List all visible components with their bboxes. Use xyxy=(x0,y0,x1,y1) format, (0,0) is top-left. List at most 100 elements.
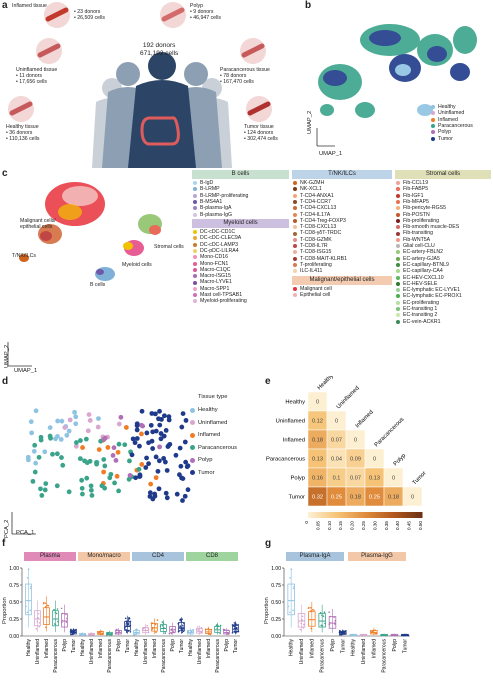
pca-point xyxy=(101,469,107,475)
pca-point xyxy=(148,481,154,487)
heatmap-value: 0.07 xyxy=(350,476,361,482)
pca-point xyxy=(173,452,179,458)
pca-point xyxy=(86,412,92,418)
colorbar-segment xyxy=(389,512,393,518)
colorbar-segment xyxy=(416,512,419,518)
pca-axes xyxy=(11,512,36,535)
cluster-label-bcells: B cells xyxy=(90,282,106,288)
box-point xyxy=(129,631,132,633)
box-point xyxy=(302,623,305,626)
heatmap-col-label: Healthy xyxy=(317,376,335,391)
pca-point xyxy=(116,488,122,494)
legend-dot-uninflamed xyxy=(431,111,435,116)
box-point xyxy=(124,617,127,620)
pca-point xyxy=(157,422,163,428)
box xyxy=(287,583,295,616)
pca-point xyxy=(180,411,186,417)
x-tick-label: Inflamed xyxy=(44,639,50,658)
box xyxy=(232,625,239,633)
box-point xyxy=(47,605,50,607)
box-point xyxy=(196,626,199,628)
box-point xyxy=(127,623,130,626)
pca-point xyxy=(144,430,150,436)
pca-point xyxy=(88,483,94,489)
pca-point xyxy=(167,441,173,447)
pca-point xyxy=(134,436,140,441)
box xyxy=(308,611,316,627)
tissue-polyp: Polyp • 9 donors • 46,947 cells xyxy=(190,3,221,22)
box-point xyxy=(190,630,193,633)
box-point xyxy=(179,618,182,621)
pca-point xyxy=(123,425,129,430)
pca-point xyxy=(59,418,65,424)
box-point xyxy=(301,615,304,618)
colorbar-tick: 0.40 xyxy=(395,521,400,530)
group-header-mono-macro: Mono/macro xyxy=(78,552,130,561)
umap-b-legend: Healthy Uninflamed Inflamed Paracancerou… xyxy=(431,104,473,142)
pca-point xyxy=(72,409,77,415)
box-point xyxy=(125,631,128,633)
pca-point xyxy=(42,487,48,493)
box-point xyxy=(308,606,310,609)
box xyxy=(43,607,50,625)
box-point xyxy=(209,633,212,636)
box-point xyxy=(55,612,58,615)
box-point xyxy=(38,625,41,628)
umap-b-ylabel: UMAP_2 xyxy=(307,110,313,134)
box-point xyxy=(43,601,45,604)
box-point xyxy=(53,608,55,611)
legend-dot-inflamed xyxy=(431,117,435,122)
pca-point xyxy=(163,427,169,433)
heatmap-value: 0.25 xyxy=(331,495,342,501)
pca-point xyxy=(77,456,83,462)
colorbar-segment xyxy=(319,512,322,518)
x-tick-label: Tumor xyxy=(125,639,131,654)
box-point xyxy=(161,624,164,627)
box-point xyxy=(29,609,31,612)
pca-point xyxy=(174,491,180,497)
colorbar-segment xyxy=(325,512,328,518)
box-point xyxy=(53,623,56,625)
legend-stromal: Fib-CCL19 Fib-FABP5 Fib-IGF1 Fib-MFAP5 F… xyxy=(396,180,462,325)
colorbar-segment xyxy=(355,512,358,518)
pca-point xyxy=(87,418,93,423)
box-point xyxy=(233,625,236,628)
group-header-malignant: Malignant/epithelial cells xyxy=(292,276,392,285)
panel-c: UMAP_2 UMAP_1 Malignant cells/ epithelia… xyxy=(0,168,493,376)
pca-point xyxy=(164,468,170,473)
pca-point xyxy=(182,439,188,445)
box-point xyxy=(181,631,184,634)
pca-point xyxy=(127,473,133,478)
x-tick-label: Tumor xyxy=(402,639,408,654)
colorbar-segment xyxy=(349,512,353,518)
pca-point xyxy=(83,436,89,442)
pca-point xyxy=(129,452,135,458)
colorbar-segment xyxy=(382,512,385,518)
colorbar-segment xyxy=(346,512,349,518)
box-point xyxy=(37,612,40,615)
colorbar-tick: 0.10 xyxy=(327,521,332,530)
pca-point xyxy=(101,436,107,442)
boxplot-f-ylabel: Proportion xyxy=(2,597,8,624)
box-point xyxy=(219,624,222,627)
pca-point xyxy=(29,430,35,436)
heatmap-col-label: Uninflamed xyxy=(336,385,361,410)
heatmap-value: 0 xyxy=(335,419,338,425)
pca-point xyxy=(108,471,114,477)
colorbar-segment xyxy=(363,512,366,518)
group-header-stromal: Stromal cells xyxy=(395,170,491,179)
colorbar-segment xyxy=(372,512,375,518)
box xyxy=(124,621,131,631)
colorbar-segment xyxy=(420,512,423,518)
y-tick-label: 0.25 xyxy=(9,617,19,623)
pca-point xyxy=(78,438,83,443)
box xyxy=(34,610,41,627)
colorbar-segment xyxy=(351,512,355,518)
pca-point xyxy=(32,469,38,475)
y-tick-label: 0.75 xyxy=(9,583,19,589)
heatmap-value: 0.12 xyxy=(312,419,323,425)
panel-letter-g: g xyxy=(265,538,272,549)
pca-point xyxy=(179,424,185,430)
